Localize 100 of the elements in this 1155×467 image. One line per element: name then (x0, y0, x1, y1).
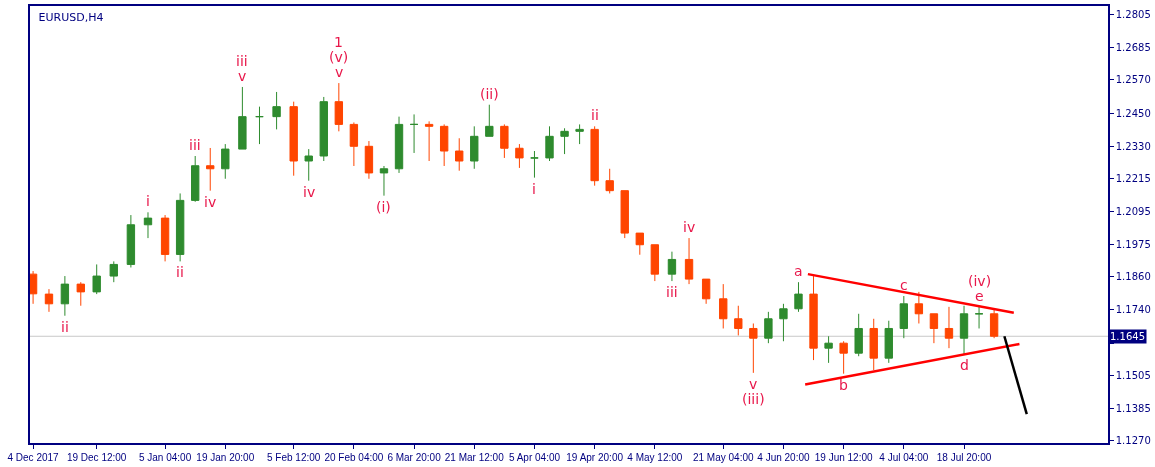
candlestick (175, 192, 185, 262)
x-tick-label: 4 Jun 20:00 (757, 451, 811, 463)
candlestick (289, 101, 298, 177)
annotation: iii (189, 137, 201, 153)
annotation: iii (236, 53, 248, 69)
candlestick (809, 275, 818, 361)
candlestick (719, 283, 728, 329)
annotation: i (146, 193, 150, 209)
x-tick-label: 5 Jan 04:00 (138, 451, 192, 463)
annotation: iv (683, 219, 696, 235)
candlestick (734, 305, 743, 336)
x-tick-label: 21 May 04:00 (692, 451, 754, 463)
y-tick-label: 1.1975 (1115, 239, 1151, 251)
annotation: d (960, 357, 969, 373)
candlestick (560, 127, 569, 155)
candlestick (944, 306, 954, 349)
annotation: iv (303, 184, 316, 200)
annotation: v (238, 68, 247, 84)
candlestick (379, 165, 389, 197)
candlestick (44, 288, 54, 313)
candlestick (255, 106, 264, 145)
y-tick-label: 1.1270 (1115, 434, 1151, 446)
annotation: c (900, 277, 908, 293)
candlestick (143, 211, 153, 239)
candlestick (839, 340, 848, 375)
annotation: (v) (329, 49, 349, 65)
candlestick (605, 168, 614, 194)
x-tick-label: 20 Feb 04:00 (324, 451, 384, 463)
candlestick (92, 263, 101, 295)
candlestick (206, 147, 215, 192)
candlestick (126, 214, 136, 268)
annotation: b (839, 377, 848, 393)
candlestick (794, 281, 803, 313)
candlestick (394, 116, 404, 174)
candlestick (485, 104, 494, 137)
x-tick-label: 4 May 12:00 (627, 451, 683, 463)
candlestick (884, 320, 893, 364)
candlestick (590, 125, 599, 187)
candlestick (109, 260, 118, 283)
candlestick (959, 305, 969, 355)
candlestick (749, 322, 758, 374)
annotation: (iii) (742, 391, 765, 407)
candlestick (319, 96, 328, 162)
candlestick (929, 313, 939, 344)
annotation: (iv) (968, 273, 992, 289)
ref-line-label: 1.1645 (1110, 331, 1145, 342)
candlestick (334, 82, 344, 132)
candlestick (620, 190, 629, 239)
candlestick (854, 313, 863, 357)
candlestick (899, 295, 909, 339)
candlestick (914, 291, 924, 324)
x-tick-label: 19 Jan 20:00 (196, 451, 255, 463)
x-tick-label: 4 Dec 2017 (7, 451, 60, 463)
annotation: iv (204, 194, 217, 210)
candlestick (824, 335, 833, 364)
x-tick-label: 19 Apr 20:00 (566, 451, 624, 463)
candlestick (530, 150, 539, 179)
y-tick-label: 1.1385 (1115, 402, 1151, 414)
y-tick-label: 1.2570 (1115, 74, 1151, 86)
annotation: e (975, 288, 984, 304)
annotation: (ii) (480, 86, 499, 102)
annotation: ii (176, 264, 184, 280)
annotation: 1 (334, 34, 343, 50)
y-tick-label: 1.2095 (1115, 205, 1151, 217)
y-tick-label: 1.1505 (1115, 369, 1151, 381)
candlestick (160, 214, 170, 262)
candlestick (424, 120, 434, 162)
annotation: iii (666, 284, 678, 300)
y-tick-label: 1.2330 (1115, 140, 1151, 152)
y-tick-label: 1.2685 (1115, 42, 1151, 54)
candlestick (30, 270, 38, 305)
candlestick (409, 113, 419, 154)
candlestick (974, 306, 984, 329)
candlestick (238, 86, 247, 150)
candlestick (515, 143, 524, 169)
x-tick-label: 19 Jun 12:00 (814, 451, 873, 463)
annotation: v (749, 376, 758, 392)
y-tick-label: 1.2215 (1115, 172, 1151, 184)
x-tick-label: 5 Feb 12:00 (267, 451, 321, 463)
annotation: ii (61, 319, 69, 335)
candlestick (304, 148, 313, 182)
candlestick (191, 155, 200, 203)
text: EURUSD,H4 (38, 10, 104, 24)
annotation: ii (591, 107, 599, 123)
y-tick-label: 1.1860 (1115, 271, 1151, 283)
candlestick (650, 244, 660, 282)
x-tick-label: 21 Mar 12:00 (444, 451, 505, 463)
x-tick-label: 5 Apr 04:00 (508, 451, 561, 463)
y-tick-label: 1.1740 (1115, 304, 1151, 316)
y-tick-label: 1.2805 (1115, 9, 1151, 21)
candlestick (76, 281, 85, 307)
candlestick (221, 143, 230, 180)
candlestick (500, 123, 509, 159)
candlestick (60, 275, 70, 317)
candlestick (470, 125, 479, 170)
annotation: (i) (376, 199, 391, 215)
x-tick-label: 4 Jul 04:00 (879, 451, 929, 463)
candlestick (684, 237, 694, 285)
annotation: i (532, 181, 536, 197)
annotation: v (335, 64, 344, 80)
